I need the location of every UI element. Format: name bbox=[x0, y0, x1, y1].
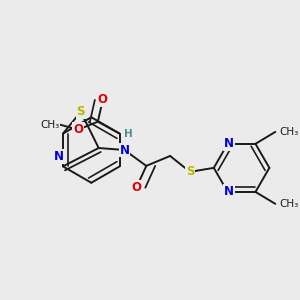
Text: H: H bbox=[124, 129, 133, 139]
Text: S: S bbox=[186, 165, 194, 178]
Text: N: N bbox=[224, 185, 234, 198]
Text: O: O bbox=[131, 181, 141, 194]
Text: N: N bbox=[119, 143, 130, 157]
Text: N: N bbox=[54, 150, 64, 163]
Text: CH₃: CH₃ bbox=[40, 120, 60, 130]
Text: O: O bbox=[73, 123, 83, 136]
Text: CH₃: CH₃ bbox=[280, 127, 299, 137]
Text: CH₃: CH₃ bbox=[280, 199, 299, 209]
Text: O: O bbox=[98, 93, 108, 106]
Text: N: N bbox=[224, 137, 234, 150]
Text: S: S bbox=[76, 105, 85, 118]
